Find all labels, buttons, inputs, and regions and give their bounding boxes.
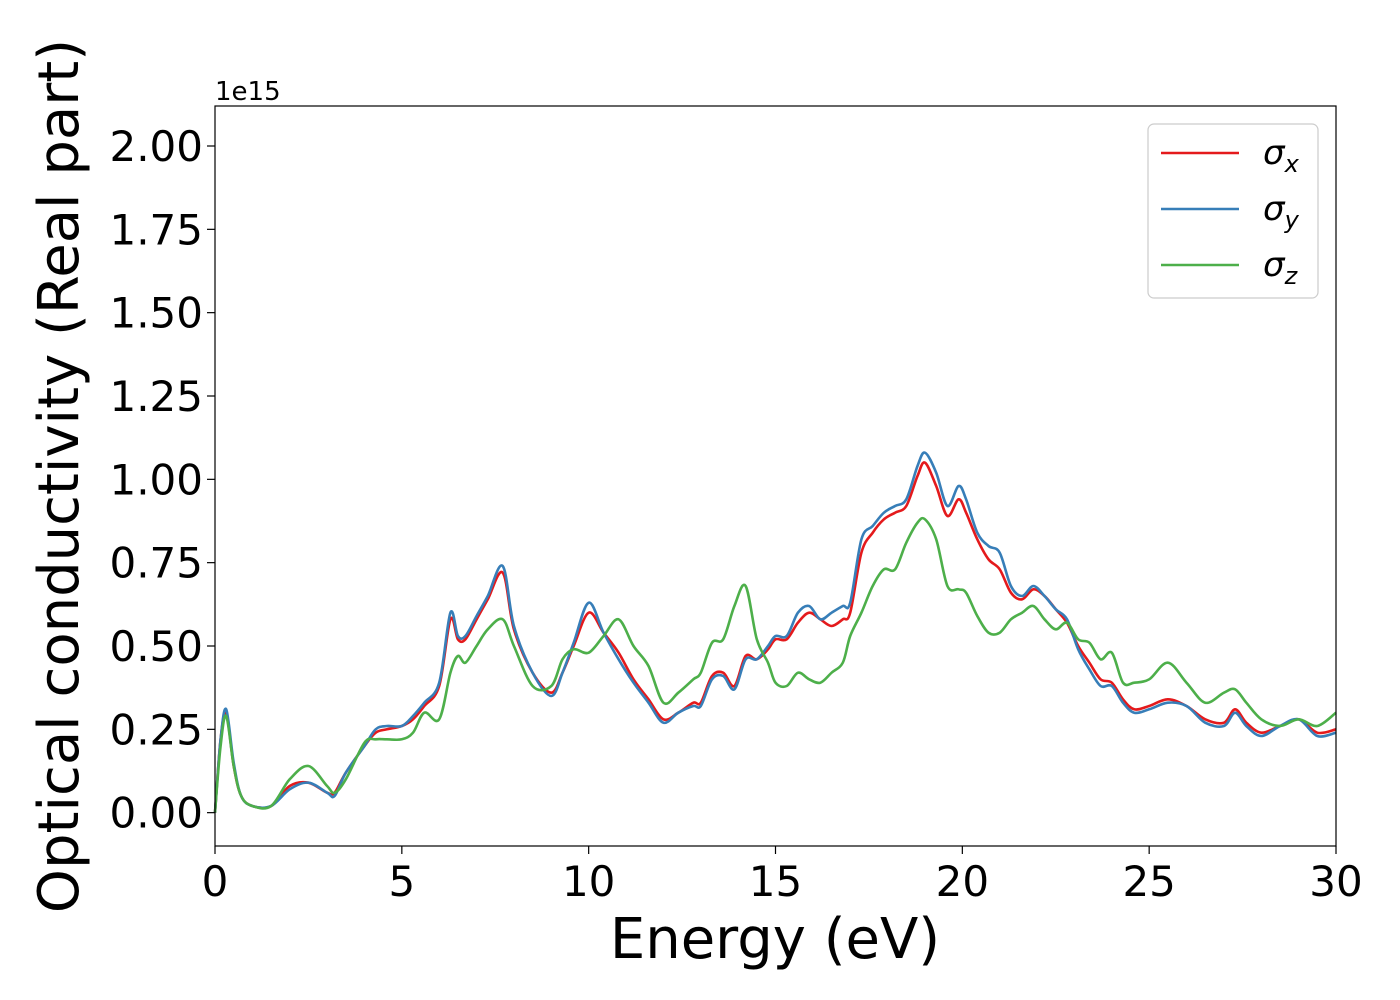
x-ticks: 0 5 10 15 20 25 30 [202,846,1363,906]
series-line-3 [213,516,1337,813]
x-axis-label: Energy (eV) [610,907,940,972]
x-tick-label: 5 [388,857,415,906]
x-tick-label: 0 [202,857,229,906]
y-axis-label: Optical conductivity (Real part) [27,39,92,913]
x-tick-label: 30 [1309,857,1362,906]
y-tick-label: 1.25 [109,372,203,421]
x-tick-label: 15 [749,857,802,906]
series-line-2 [213,451,1337,813]
y-tick-label: 2.00 [109,122,203,171]
legend-box [1147,123,1319,299]
legend-label-1: σx [1263,133,1300,178]
x-tick-label: 10 [562,857,615,906]
legend-label-3: σz [1263,245,1299,290]
x-tick-label: 20 [936,857,989,906]
y-offset-label: 1e15 [215,77,281,107]
legend-entries: σx σy σz [1161,133,1300,290]
legend-label-2: σy [1263,189,1300,234]
y-tick-label: 1.75 [109,205,203,254]
y-tick-label: 1.00 [109,455,203,504]
series-layer [213,451,1337,813]
y-tick-label: 0.00 [109,789,203,838]
x-tick-label: 25 [1122,857,1175,906]
y-tick-label: 1.50 [109,289,203,338]
y-tick-label: 0.25 [109,705,203,754]
y-tick-label: 0.75 [109,539,203,588]
y-tick-label: 0.50 [109,622,203,671]
y-ticks: 0.00 0.25 0.50 0.75 1.00 1.25 1.50 1.75 2.00 [109,122,215,838]
legend: σx σy σz [1147,123,1319,299]
